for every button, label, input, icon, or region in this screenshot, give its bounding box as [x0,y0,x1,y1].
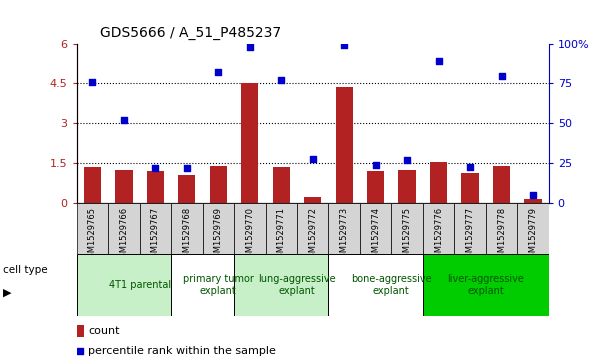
Text: GSM1529775: GSM1529775 [402,207,412,263]
Text: GSM1529769: GSM1529769 [214,207,223,263]
Bar [360,203,391,254]
Point [371,162,381,168]
Text: GSM1529771: GSM1529771 [277,207,286,263]
Text: GSM1529778: GSM1529778 [497,207,506,264]
Text: percentile rank within the sample: percentile rank within the sample [88,346,276,356]
Point [214,69,223,75]
Bar [266,203,297,254]
Bar [517,203,549,254]
Text: GSM1529770: GSM1529770 [245,207,254,263]
Text: cell type: cell type [3,265,48,274]
Point [277,77,286,83]
Point [119,117,129,123]
Point [528,192,537,198]
Bar [525,199,542,203]
Bar [140,203,171,254]
Bar [273,167,290,203]
Bar [391,203,423,254]
Bar [108,203,140,254]
Text: count: count [88,326,120,337]
Text: GSM1529776: GSM1529776 [434,207,443,264]
Text: GSM1529765: GSM1529765 [88,207,97,263]
Bar [423,254,549,316]
Text: GSM1529772: GSM1529772 [308,207,317,263]
Bar [329,254,454,316]
Point [497,73,506,78]
Text: GSM1529766: GSM1529766 [119,207,129,264]
Point [339,42,349,48]
Bar [84,167,101,203]
Bar [423,203,454,254]
Bar [486,203,517,254]
Point [88,79,97,85]
Bar [398,170,416,203]
Text: liver-aggressive
explant: liver-aggressive explant [447,274,524,296]
Bar [178,175,195,203]
Point [402,157,412,163]
Bar [209,166,227,203]
Text: GSM1529773: GSM1529773 [340,207,349,264]
Bar [241,83,258,203]
Text: GSM1529768: GSM1529768 [182,207,191,264]
Text: GSM1529767: GSM1529767 [151,207,160,264]
Text: GSM1529777: GSM1529777 [466,207,474,264]
Text: bone-aggressive
explant: bone-aggressive explant [351,274,432,296]
Text: GSM1529774: GSM1529774 [371,207,380,263]
Bar [336,87,353,203]
Bar [77,254,202,316]
Bar [461,173,478,203]
Point [308,156,317,162]
Bar [493,166,510,203]
Point [245,44,254,50]
Point [150,165,160,171]
Bar [329,203,360,254]
Bar [367,171,384,203]
Bar [304,197,322,203]
Point [76,348,85,354]
Point [182,165,192,171]
Bar [454,203,486,254]
Text: 4T1 parental: 4T1 parental [109,280,171,290]
Bar [234,254,360,316]
Text: GDS5666 / A_51_P485237: GDS5666 / A_51_P485237 [100,26,281,40]
Point [434,58,443,64]
Bar [147,171,164,203]
Bar [171,203,202,254]
Bar [430,162,447,203]
Bar [202,203,234,254]
Bar [77,325,84,338]
Bar [115,170,133,203]
Bar [297,203,329,254]
Text: primary tumor
explant: primary tumor explant [183,274,254,296]
Point [466,164,475,170]
Bar [77,203,108,254]
Text: lung-aggressive
explant: lung-aggressive explant [258,274,336,296]
Bar [171,254,266,316]
Text: GSM1529779: GSM1529779 [529,207,537,263]
Bar [234,203,266,254]
Text: ▶: ▶ [3,287,11,297]
